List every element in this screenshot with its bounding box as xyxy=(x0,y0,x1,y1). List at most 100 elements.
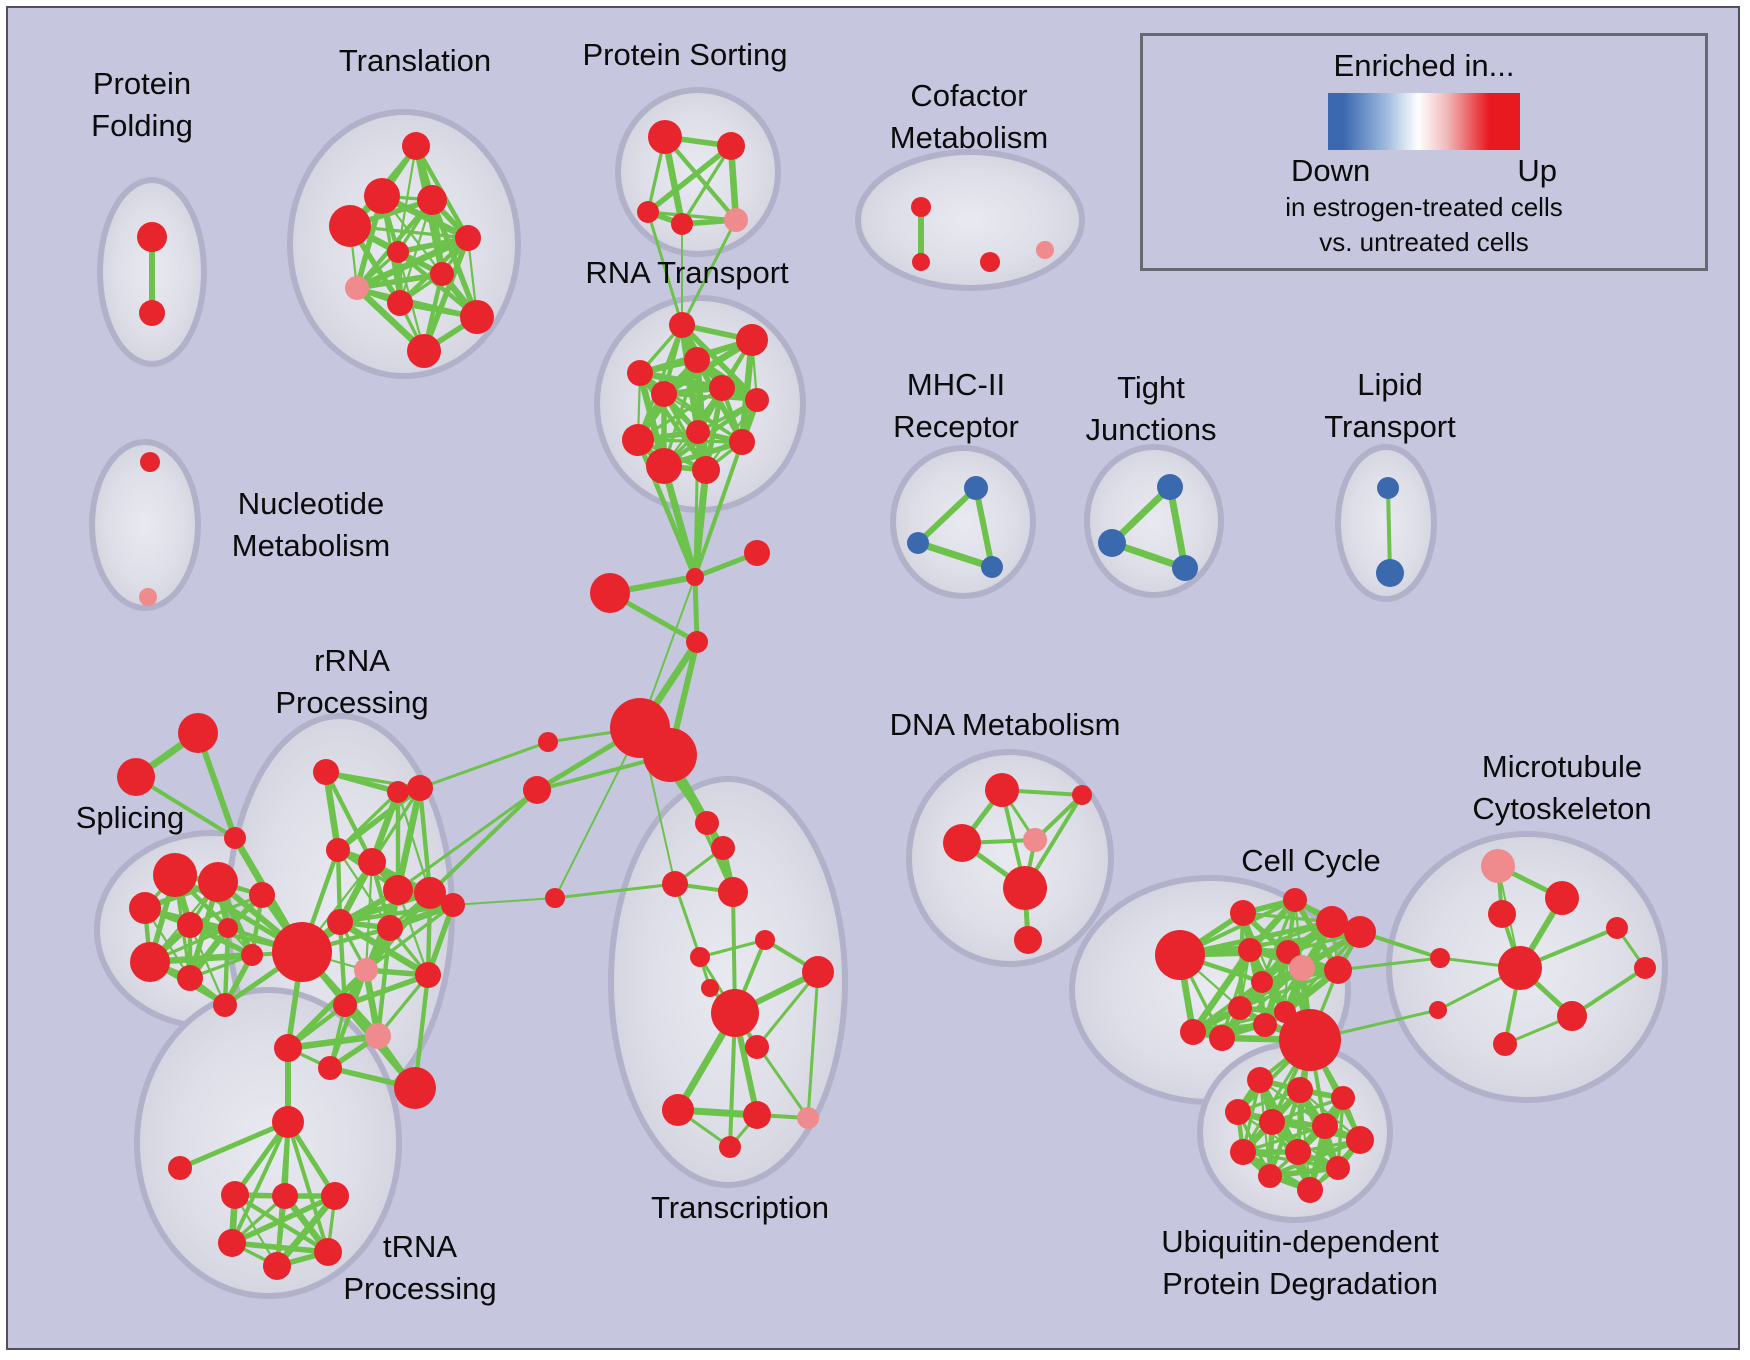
gene-set-node[interactable] xyxy=(622,424,654,456)
gene-set-node[interactable] xyxy=(907,532,929,554)
gene-set-node[interactable] xyxy=(980,252,1000,272)
gene-set-node[interactable] xyxy=(690,947,710,967)
gene-set-node[interactable] xyxy=(1253,1013,1277,1037)
gene-set-node[interactable] xyxy=(224,827,246,849)
gene-set-node[interactable] xyxy=(686,631,708,653)
gene-set-node[interactable] xyxy=(590,573,630,613)
gene-set-node[interactable] xyxy=(651,381,677,407)
gene-set-node[interactable] xyxy=(1283,888,1307,912)
gene-set-node[interactable] xyxy=(130,942,170,982)
gene-set-node[interactable] xyxy=(402,132,430,160)
gene-set-node[interactable] xyxy=(1377,477,1399,499)
gene-set-node[interactable] xyxy=(1157,474,1183,500)
gene-set-node[interactable] xyxy=(545,888,565,908)
gene-set-node[interactable] xyxy=(177,965,203,991)
gene-set-node[interactable] xyxy=(1429,1001,1447,1019)
gene-set-node[interactable] xyxy=(709,375,735,401)
gene-set-node[interactable] xyxy=(1316,906,1348,938)
gene-set-node[interactable] xyxy=(1606,917,1628,939)
gene-set-node[interactable] xyxy=(249,882,275,908)
gene-set-node[interactable] xyxy=(329,205,371,247)
gene-set-node[interactable] xyxy=(327,909,353,935)
gene-set-node[interactable] xyxy=(1230,1139,1256,1165)
gene-set-node[interactable] xyxy=(345,276,369,300)
gene-set-node[interactable] xyxy=(1003,866,1047,910)
gene-set-node[interactable] xyxy=(1287,1077,1313,1103)
gene-set-node[interactable] xyxy=(1346,1126,1374,1154)
gene-set-node[interactable] xyxy=(441,893,465,917)
gene-set-node[interactable] xyxy=(711,989,759,1037)
gene-set-node[interactable] xyxy=(719,1136,741,1158)
gene-set-node[interactable] xyxy=(137,222,167,252)
gene-set-node[interactable] xyxy=(802,956,834,988)
gene-set-node[interactable] xyxy=(1180,1019,1206,1045)
gene-set-node[interactable] xyxy=(912,253,930,271)
gene-set-node[interactable] xyxy=(523,776,551,804)
gene-set-node[interactable] xyxy=(964,476,988,500)
gene-set-node[interactable] xyxy=(1258,1164,1282,1188)
gene-set-node[interactable] xyxy=(415,962,441,988)
gene-set-node[interactable] xyxy=(178,713,218,753)
gene-set-node[interactable] xyxy=(272,1106,304,1138)
gene-set-node[interactable] xyxy=(140,452,160,472)
gene-set-node[interactable] xyxy=(1326,1156,1350,1180)
gene-set-node[interactable] xyxy=(198,862,238,902)
gene-set-node[interactable] xyxy=(358,848,386,876)
gene-set-node[interactable] xyxy=(911,197,931,217)
gene-set-node[interactable] xyxy=(272,922,332,982)
gene-set-node[interactable] xyxy=(1312,1113,1338,1139)
gene-set-node[interactable] xyxy=(724,208,748,232)
gene-set-node[interactable] xyxy=(985,773,1019,807)
gene-set-node[interactable] xyxy=(321,1182,349,1210)
gene-set-node[interactable] xyxy=(1279,1009,1341,1071)
gene-set-node[interactable] xyxy=(333,993,357,1017)
gene-set-node[interactable] xyxy=(797,1107,819,1129)
gene-set-node[interactable] xyxy=(648,120,682,154)
gene-set-node[interactable] xyxy=(646,448,682,484)
gene-set-node[interactable] xyxy=(314,1238,342,1266)
gene-set-node[interactable] xyxy=(1225,1099,1251,1125)
gene-set-node[interactable] xyxy=(387,781,409,803)
gene-set-node[interactable] xyxy=(1331,1086,1355,1110)
gene-set-node[interactable] xyxy=(407,334,441,368)
gene-set-node[interactable] xyxy=(1481,849,1515,883)
gene-set-node[interactable] xyxy=(394,1067,436,1109)
gene-set-node[interactable] xyxy=(711,836,735,860)
gene-set-node[interactable] xyxy=(1209,1025,1235,1051)
gene-set-node[interactable] xyxy=(1545,881,1579,915)
gene-set-node[interactable] xyxy=(387,290,413,316)
gene-set-node[interactable] xyxy=(745,388,769,412)
gene-set-node[interactable] xyxy=(643,728,697,782)
gene-set-node[interactable] xyxy=(1376,559,1404,587)
gene-set-node[interactable] xyxy=(1259,1109,1285,1135)
gene-set-node[interactable] xyxy=(177,912,203,938)
gene-set-node[interactable] xyxy=(669,312,695,338)
gene-set-node[interactable] xyxy=(701,979,719,997)
gene-set-node[interactable] xyxy=(736,324,768,356)
gene-set-node[interactable] xyxy=(354,958,378,982)
gene-set-node[interactable] xyxy=(1238,938,1262,962)
gene-set-node[interactable] xyxy=(684,347,710,373)
gene-set-node[interactable] xyxy=(745,1035,769,1059)
gene-set-node[interactable] xyxy=(671,213,693,235)
gene-set-node[interactable] xyxy=(744,540,770,566)
gene-set-node[interactable] xyxy=(377,915,403,941)
gene-set-node[interactable] xyxy=(1498,946,1542,990)
gene-set-node[interactable] xyxy=(218,1229,246,1257)
gene-set-node[interactable] xyxy=(1072,785,1092,805)
gene-set-node[interactable] xyxy=(1430,948,1450,968)
gene-set-node[interactable] xyxy=(637,201,659,223)
gene-set-node[interactable] xyxy=(139,300,165,326)
gene-set-node[interactable] xyxy=(538,732,558,752)
gene-set-node[interactable] xyxy=(1014,926,1042,954)
gene-set-node[interactable] xyxy=(1297,1177,1323,1203)
gene-set-node[interactable] xyxy=(627,360,653,386)
gene-set-node[interactable] xyxy=(153,853,197,897)
gene-set-node[interactable] xyxy=(241,944,263,966)
gene-set-node[interactable] xyxy=(1172,555,1198,581)
gene-set-node[interactable] xyxy=(686,420,710,444)
gene-set-node[interactable] xyxy=(943,824,981,862)
gene-set-node[interactable] xyxy=(414,877,446,909)
gene-set-node[interactable] xyxy=(1634,957,1656,979)
gene-set-node[interactable] xyxy=(662,1094,694,1126)
